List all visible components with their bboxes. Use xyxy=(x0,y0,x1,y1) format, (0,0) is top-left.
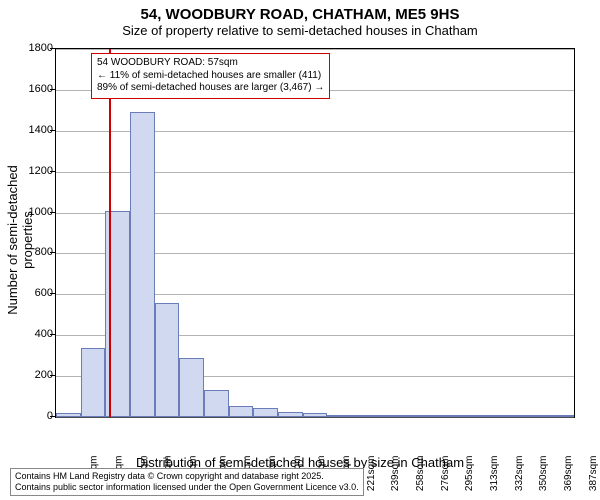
y-tick-label: 1600 xyxy=(18,83,53,95)
histogram-bar xyxy=(155,303,180,417)
y-tick-label: 400 xyxy=(18,328,53,340)
grid-line xyxy=(56,49,574,50)
y-tick-label: 800 xyxy=(18,246,53,258)
histogram-bar xyxy=(130,112,155,417)
info-line-3: 89% of semi-detached houses are larger (… xyxy=(97,82,324,95)
y-tick-mark xyxy=(50,293,55,294)
y-tick-label: 1800 xyxy=(18,42,53,54)
footer-line-2: Contains public sector information licen… xyxy=(15,482,359,493)
y-tick-mark xyxy=(50,89,55,90)
histogram-bar xyxy=(204,390,229,417)
histogram-bar xyxy=(451,415,476,417)
x-ticks: 18sqm36sqm55sqm73sqm92sqm110sqm129sqm147… xyxy=(55,418,575,458)
histogram-bar xyxy=(475,415,500,417)
y-tick-label: 0 xyxy=(18,410,53,422)
histogram-bar xyxy=(500,415,525,417)
marker-line xyxy=(109,49,111,417)
y-ticks: 020040060080010001200140016001800 xyxy=(0,48,55,418)
y-tick-mark xyxy=(50,416,55,417)
info-line-2: ← 11% of semi-detached houses are smalle… xyxy=(97,70,324,83)
histogram-bar xyxy=(327,415,352,417)
footer-box: Contains HM Land Registry data © Crown c… xyxy=(10,468,364,496)
histogram-bar xyxy=(278,412,303,417)
y-tick-label: 1400 xyxy=(18,124,53,136)
histogram-bar xyxy=(426,415,451,417)
y-tick-mark xyxy=(50,252,55,253)
y-tick-mark xyxy=(50,171,55,172)
y-tick-label: 1000 xyxy=(18,206,53,218)
title-main: 54, WOODBURY ROAD, CHATHAM, ME5 9HS xyxy=(0,0,600,23)
histogram-bar xyxy=(179,358,204,417)
y-tick-mark xyxy=(50,334,55,335)
y-tick-mark xyxy=(50,130,55,131)
histogram-bar xyxy=(401,415,426,417)
histogram-bar xyxy=(377,415,402,417)
title-sub: Size of property relative to semi-detach… xyxy=(0,23,600,42)
info-box: 54 WOODBURY ROAD: 57sqm ← 11% of semi-de… xyxy=(91,53,330,99)
histogram-bar xyxy=(81,348,106,418)
footer-line-1: Contains HM Land Registry data © Crown c… xyxy=(15,471,359,482)
histogram-bar xyxy=(253,408,278,417)
y-tick-label: 600 xyxy=(18,287,53,299)
histogram-bar xyxy=(303,413,328,417)
chart-area: 54 WOODBURY ROAD: 57sqm ← 11% of semi-de… xyxy=(55,48,575,418)
y-tick-mark xyxy=(50,212,55,213)
histogram-bar xyxy=(549,415,574,417)
y-tick-label: 1200 xyxy=(18,165,53,177)
y-tick-mark xyxy=(50,48,55,49)
histogram-bar xyxy=(229,406,254,417)
info-line-1: 54 WOODBURY ROAD: 57sqm xyxy=(97,57,324,70)
histogram-bar xyxy=(56,413,81,417)
histogram-bar xyxy=(352,415,377,417)
histogram-bar xyxy=(525,415,550,417)
y-tick-mark xyxy=(50,375,55,376)
y-tick-label: 200 xyxy=(18,369,53,381)
